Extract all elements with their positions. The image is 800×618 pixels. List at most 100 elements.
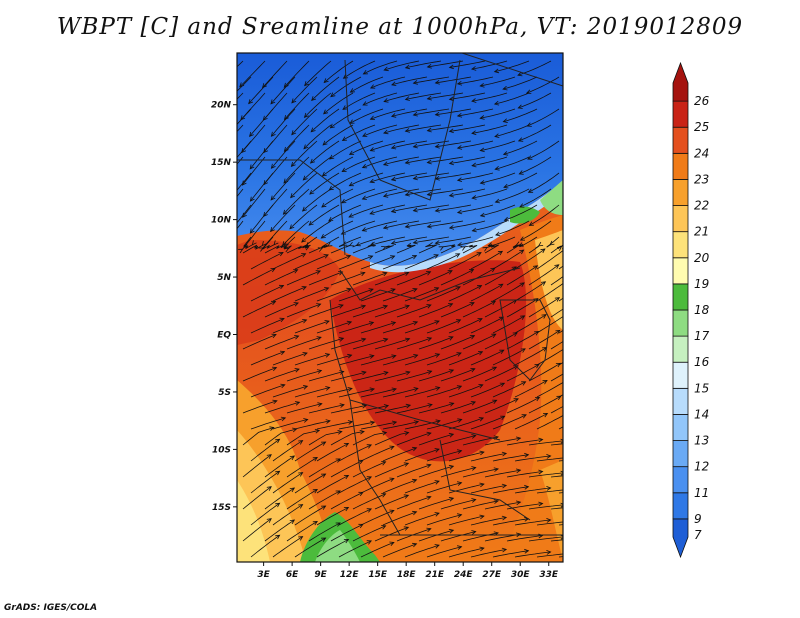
streamline-arrow <box>583 536 587 540</box>
streamline <box>264 519 295 542</box>
streamline-arrow <box>537 241 544 247</box>
streamline <box>418 244 438 254</box>
streamline-arrow <box>266 454 272 459</box>
streamline-arrow <box>538 501 544 507</box>
streamline-arrow <box>412 80 418 85</box>
streamline <box>310 108 340 133</box>
streamline-arrow <box>494 133 500 138</box>
streamline-arrow <box>381 493 387 498</box>
streamline-arrow <box>346 287 352 293</box>
streamline-arrow <box>549 240 555 246</box>
streamline <box>271 108 296 137</box>
streamline-arrow <box>270 131 276 137</box>
streamline-arrow <box>479 514 485 520</box>
streamline-arrow <box>289 455 296 461</box>
streamline <box>404 448 440 462</box>
streamline <box>426 253 460 270</box>
streamline-arrow <box>426 463 432 469</box>
lat-tick-label: 15S <box>212 503 231 513</box>
streamline-arrow <box>434 544 440 549</box>
streamline-arrow <box>412 446 418 452</box>
streamline-arrow <box>455 253 461 258</box>
streamline-arrow <box>404 223 410 229</box>
streamline-arrow <box>404 304 410 310</box>
streamline-arrow <box>321 441 327 446</box>
streamline-arrow <box>294 401 301 406</box>
streamline-arrow <box>499 349 505 355</box>
streamline-arrow <box>457 418 463 423</box>
streamline-arrow <box>412 175 418 181</box>
lon-tick-label: 21E <box>425 570 445 580</box>
streamline <box>558 524 563 526</box>
streamline <box>488 236 516 247</box>
streamline-arrow <box>347 420 354 425</box>
streamline-arrow <box>519 249 525 255</box>
latitude-axis: 20N 15N 10N 5N EQ 5S 10S 15S <box>211 101 237 513</box>
streamline-arrow <box>383 404 390 409</box>
streamline-arrow <box>348 181 354 187</box>
streamline <box>506 439 543 446</box>
streamline-arrow <box>347 387 353 392</box>
streamline <box>360 322 396 334</box>
streamline <box>290 172 318 198</box>
streamline-arrow <box>324 353 331 358</box>
streamline-arrow <box>447 303 454 308</box>
streamline <box>311 76 340 101</box>
streamline-arrow <box>532 265 539 270</box>
streamline <box>250 470 280 494</box>
colorbar-label: 7 <box>694 528 702 542</box>
streamline-arrow <box>404 128 410 133</box>
streamline-arrow <box>525 89 532 94</box>
streamline <box>338 508 372 526</box>
colorbar-swatch <box>672 414 689 441</box>
streamline-arrow <box>538 469 544 475</box>
streamline <box>440 531 476 542</box>
streamline <box>514 551 551 558</box>
streamline-arrow <box>323 78 329 84</box>
streamline-arrow <box>448 432 455 438</box>
streamline-arrow <box>477 318 483 323</box>
streamline <box>341 188 376 204</box>
streamline <box>309 172 340 195</box>
streamline <box>262 220 288 249</box>
streamline-arrow <box>298 504 304 509</box>
streamline <box>506 471 543 478</box>
streamline-arrow <box>576 297 580 301</box>
streamline <box>329 140 362 160</box>
streamline <box>495 188 530 203</box>
streamline-arrow <box>366 508 373 513</box>
streamline-arrow <box>238 248 244 254</box>
streamline <box>418 270 453 286</box>
streamline <box>242 268 276 286</box>
streamline <box>242 244 263 254</box>
streamline-arrow <box>479 546 485 552</box>
streamline <box>518 92 552 109</box>
colorbar-label: 24 <box>694 146 709 160</box>
streamline-arrow <box>262 83 267 89</box>
streamline <box>536 489 563 494</box>
streamline-arrow <box>493 100 500 106</box>
streamline-arrow <box>278 252 284 257</box>
streamline-arrow <box>308 220 314 226</box>
streamline-arrow <box>390 321 397 326</box>
streamline-arrow <box>383 371 389 376</box>
streamline-arrow <box>476 285 483 290</box>
streamline <box>338 288 374 302</box>
streamline-arrow <box>460 246 466 251</box>
streamline-arrow <box>517 71 523 77</box>
streamline <box>550 507 563 510</box>
streamline-arrow <box>406 242 412 248</box>
streamline-arrow <box>578 395 583 399</box>
streamline <box>272 352 308 366</box>
streamline <box>338 540 372 558</box>
streamline-arrow <box>494 166 500 171</box>
streamline <box>237 220 244 230</box>
streamline-arrow <box>328 216 334 222</box>
streamline-arrow <box>534 396 541 402</box>
streamline-arrow <box>248 99 254 105</box>
streamline-arrow <box>502 118 508 123</box>
streamline-arrow <box>341 136 348 141</box>
colorbar-label: 14 <box>694 407 709 421</box>
streamline <box>471 60 508 70</box>
streamline-arrow <box>513 365 519 370</box>
